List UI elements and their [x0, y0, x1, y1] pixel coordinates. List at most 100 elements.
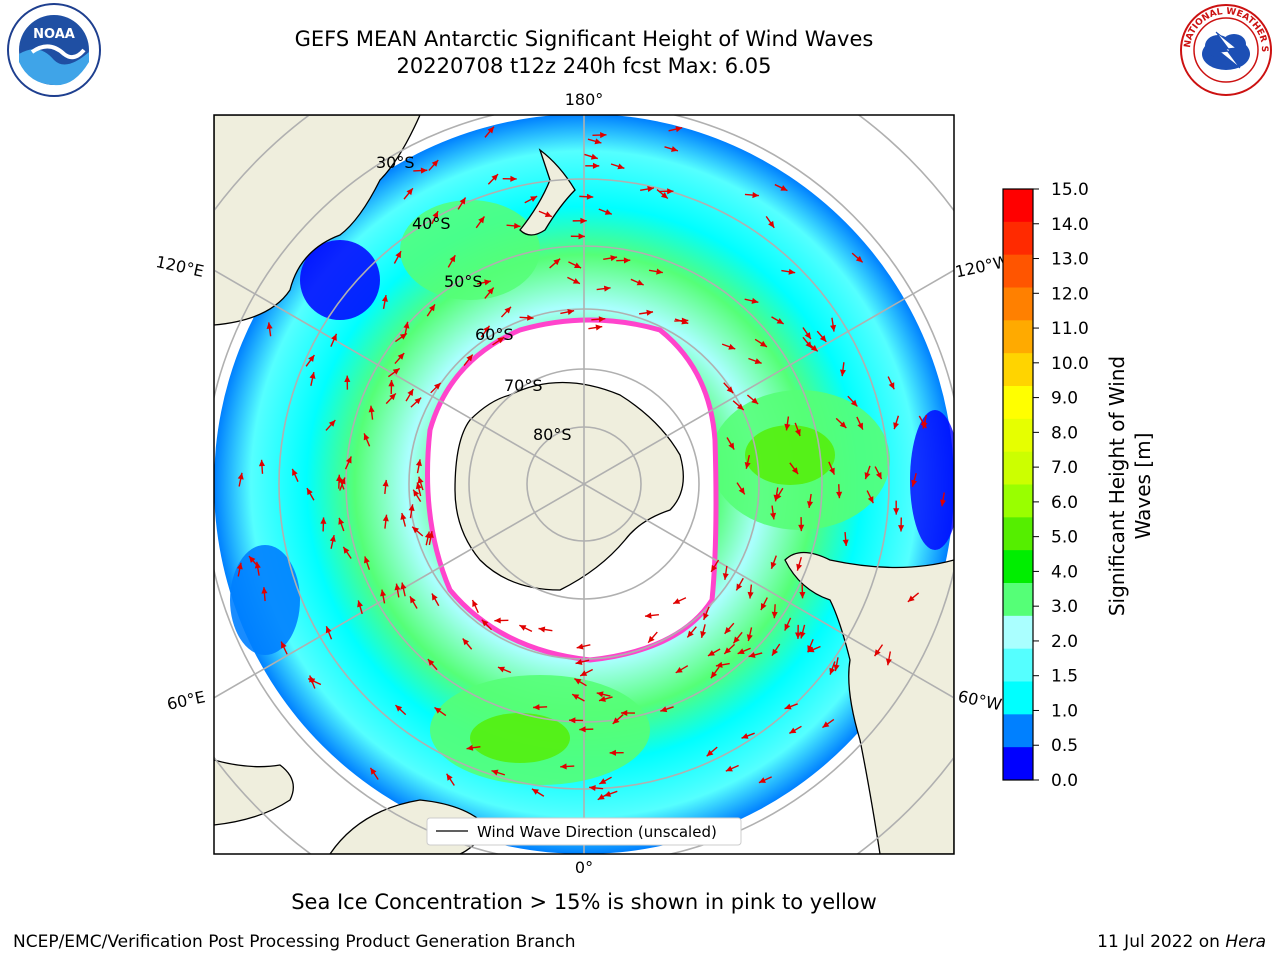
low-wave-region-nw	[300, 240, 380, 320]
wind-wave-arrowhead	[484, 279, 491, 286]
wind-wave-arrowhead	[784, 623, 791, 631]
nws-logo-icon: NATIONAL WEATHER SERVICE	[1176, 2, 1272, 96]
wind-wave-arrowhead	[784, 703, 792, 710]
wind-wave-arrowhead	[725, 765, 733, 772]
wind-wave-arrowhead	[491, 174, 499, 181]
wind-wave-arrowhead	[567, 308, 575, 315]
colorbar-segment	[1003, 484, 1033, 518]
colorbar-label-line1: Significant Height of Wind	[1105, 356, 1129, 616]
wind-wave-arrowhead	[261, 587, 268, 594]
wind-wave-arrowhead	[807, 646, 815, 653]
wind-wave-arrowhead	[306, 488, 313, 496]
wind-wave-arrowhead	[420, 167, 428, 174]
wind-wave-arrowhead	[784, 423, 791, 431]
wind-wave-arrowhead	[795, 429, 801, 437]
colorbar-segment	[1003, 287, 1033, 321]
wind-wave-arrowhead	[363, 433, 370, 441]
wave-peak-south	[470, 713, 570, 763]
wind-wave-arrowhead	[578, 233, 585, 240]
lat-label-80s: 80°S	[533, 425, 572, 444]
colorbar-tick-label: 13.0	[1051, 250, 1089, 270]
wind-wave-arrowhead	[660, 192, 668, 199]
low-wave-region-e	[910, 410, 954, 550]
south-america-landmass	[784, 551, 954, 854]
colorbar-border	[1002, 188, 1034, 781]
wind-wave-arrowhead	[487, 287, 494, 295]
wind-wave-arrowhead	[309, 675, 315, 683]
wind-wave-arrowhead	[462, 638, 470, 646]
wind-wave-arrowhead	[667, 188, 674, 195]
wind-wave-arrowhead	[538, 626, 546, 633]
lon-label-120w: 120°W	[954, 252, 1011, 282]
lat-label-60s: 60°S	[475, 325, 514, 344]
wind-wave-arrowhead	[822, 721, 830, 728]
wind-wave-arrowhead	[357, 600, 363, 608]
wind-wave-arrowhead	[236, 562, 243, 570]
wind-wave-arrowhead	[806, 501, 814, 508]
colorbar-tick-label: 2.0	[1051, 632, 1078, 652]
colorbar-tick-label: 0.5	[1051, 736, 1078, 756]
wind-wave-arrowhead	[733, 636, 740, 644]
wind-wave-arrowhead	[875, 472, 882, 480]
wind-wave-arrowhead	[446, 773, 453, 781]
wind-wave-arrowhead	[389, 393, 396, 401]
wind-wave-arrowhead	[829, 667, 836, 675]
wind-wave-arrowhead	[336, 474, 343, 482]
wind-wave-arrowhead	[656, 268, 663, 275]
branch-caption: NCEP/EMC/Verification Post Processing Pr…	[13, 932, 576, 952]
wind-wave-arrowhead	[343, 546, 350, 554]
antarctica-landmass	[454, 381, 684, 591]
wind-wave-arrowhead	[715, 661, 723, 668]
wind-wave-arrowhead	[395, 705, 403, 712]
wind-wave-arrowhead	[864, 472, 871, 480]
wind-wave-arrowhead	[406, 188, 413, 196]
wind-wave-arrowhead	[603, 285, 611, 292]
wind-wave-arrowhead	[857, 422, 863, 430]
wind-wave-arrowhead	[751, 297, 759, 304]
wind-wave-arrowhead	[504, 306, 512, 314]
lon-label-0: 0°	[575, 858, 593, 877]
noaa-logo-text: NOAA	[33, 27, 75, 42]
wind-wave-arrowhead	[771, 611, 778, 619]
wind-wave-arrowhead	[789, 727, 797, 734]
wind-wave-arrowhead	[752, 192, 759, 199]
wind-wave-arrowhead	[595, 324, 603, 331]
colorbar-tick-label: 6.0	[1051, 493, 1078, 513]
colorbar-segment	[1003, 583, 1033, 617]
wind-wave-arrowhead	[726, 386, 734, 394]
colorbar-segment	[1003, 189, 1033, 223]
wind-wave-arrowhead	[328, 420, 336, 427]
wind-wave-arrowhead	[893, 422, 900, 430]
lon-label-180: 180°	[565, 90, 604, 109]
wind-wave-arrowhead	[395, 251, 402, 259]
wind-wave-arrowhead	[592, 162, 600, 169]
wind-wave-arrowhead	[795, 632, 802, 639]
wind-wave-arrowhead	[589, 784, 596, 792]
colorbar-segment	[1003, 254, 1033, 288]
wind-wave-arrowhead	[237, 472, 244, 480]
wind-wave-arrowhead	[604, 209, 612, 215]
wind-wave-arrowhead	[431, 593, 438, 601]
wind-wave-arrowhead	[836, 491, 843, 499]
colorbar-tick-label: 1.5	[1051, 667, 1078, 687]
wind-wave-arrowhead	[754, 358, 762, 364]
wind-wave-arrowhead	[412, 526, 419, 534]
wind-wave-arrowhead	[675, 126, 683, 133]
lat-label-50s: 50°S	[444, 272, 483, 291]
wind-wave-arrowhead	[248, 556, 256, 563]
wind-wave-arrowhead	[487, 126, 494, 134]
wind-wave-arrowhead	[636, 279, 644, 286]
new-zealand-landmass	[519, 148, 576, 236]
map-area	[214, 115, 954, 854]
wind-wave-arrowhead	[569, 717, 576, 724]
wave-peak-east	[745, 425, 835, 485]
wind-wave-arrowhead	[414, 397, 422, 405]
lat-label-70s: 70°S	[504, 376, 543, 395]
wind-wave-arrowhead	[775, 493, 782, 501]
map-legend: Wind Wave Direction (unscaled)	[426, 817, 742, 846]
wind-wave-arrowhead	[829, 467, 835, 475]
wind-wave-arrowhead	[560, 763, 567, 770]
wind-wave-arrowhead	[700, 630, 707, 638]
wind-wave-arrowhead	[675, 666, 683, 673]
